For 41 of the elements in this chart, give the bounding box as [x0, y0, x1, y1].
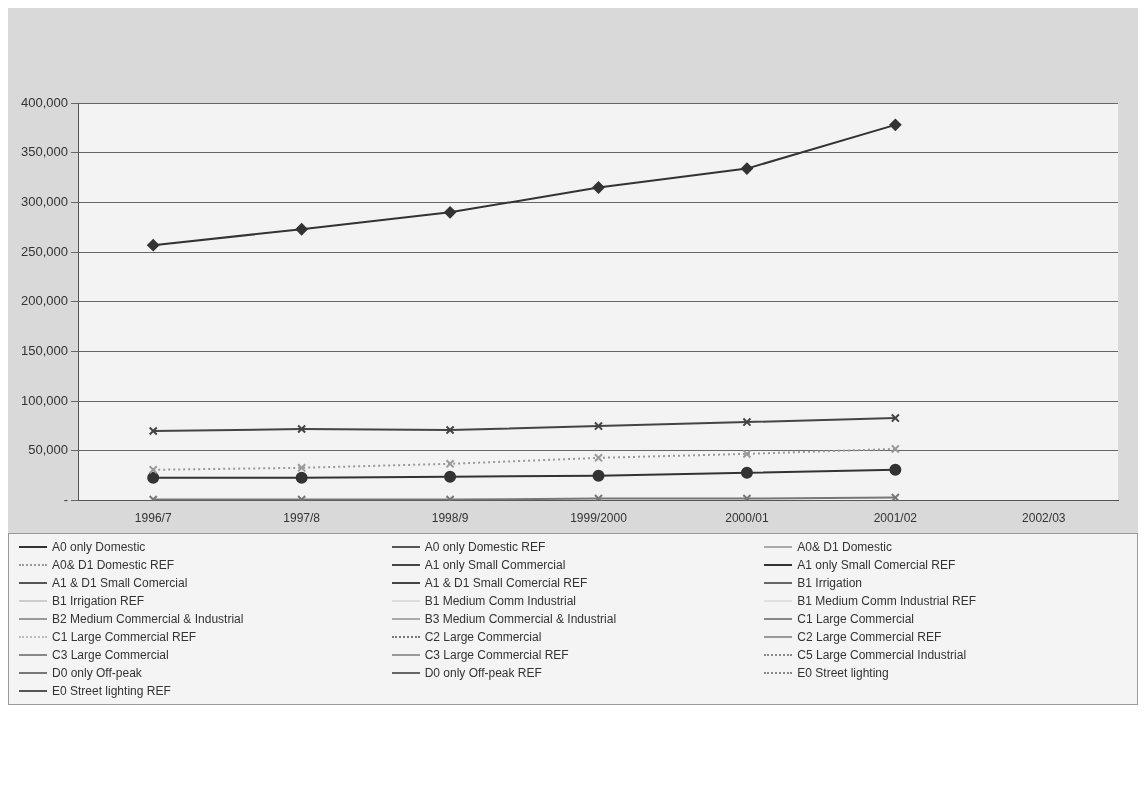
legend-label: A1 & D1 Small Comercial — [52, 576, 188, 590]
legend-label: A0& D1 Domestic REF — [52, 558, 175, 572]
legend-label: A0 only Domestic — [52, 540, 146, 554]
x-tick-label: 2000/01 — [725, 511, 769, 526]
legend-label: B1 Irrigation — [797, 576, 863, 590]
legend-label: B3 Medium Commercial & Industrial — [424, 612, 617, 626]
x-tick-label: 2001/02 — [873, 511, 918, 526]
y-tick-label: 50,000 — [28, 442, 68, 458]
legend-label: C3 Large Commercial REF — [424, 648, 569, 662]
legend-label: A1 & D1 Small Comercial REF — [424, 576, 588, 590]
x-tick-label: 2002/03 — [1022, 511, 1066, 526]
legend-label: A0& D1 Domestic — [797, 540, 893, 554]
legend-label: B1 Medium Comm Industrial REF — [797, 594, 977, 608]
x-tick-label: 1998/9 — [431, 511, 469, 526]
legend-label: E0 Street lighting REF — [52, 684, 171, 698]
legend-label: D0 only Off-peak REF — [424, 666, 542, 680]
legend-label: D0 only Off-peak — [52, 666, 142, 680]
legend-label: C1 Large Commercial — [797, 612, 915, 626]
y-tick-label: 150,000 — [20, 343, 68, 359]
legend-label: C3 Large Commercial — [52, 648, 169, 662]
legend-label: A1 only Small Commercial — [424, 558, 566, 572]
y-tick-label: 100,000 — [20, 392, 68, 408]
legend-label: A0 only Domestic REF — [424, 540, 546, 554]
legend-label: E0 Street lighting — [797, 666, 889, 680]
legend-label: C2 Large Commercial — [424, 630, 542, 644]
legend-label: C5 Large Commercial Industrial — [797, 648, 967, 662]
x-tick-label: 1996/7 — [134, 511, 172, 526]
legend-label: A1 only Small Comercial REF — [797, 558, 956, 572]
legend-label: C1 Large Commercial REF — [52, 630, 197, 644]
legend-label: B1 Medium Comm Industrial — [424, 594, 577, 608]
legend-label: C2 Large Commercial REF — [797, 630, 942, 644]
y-tick-label: 400,000 — [20, 94, 68, 110]
x-tick-label: 1997/8 — [283, 511, 321, 526]
legend-label: B1 Irrigation REF — [52, 594, 145, 608]
y-tick-label: 300,000 — [20, 193, 68, 209]
y-tick-label: - — [63, 492, 68, 508]
y-tick-label: 350,000 — [20, 144, 68, 160]
y-tick-label: 250,000 — [20, 243, 68, 259]
x-tick-label: 1999/2000 — [570, 511, 628, 526]
y-tick-label: 200,000 — [20, 293, 68, 309]
legend-label: B2 Medium Commercial & Industrial — [52, 612, 244, 626]
